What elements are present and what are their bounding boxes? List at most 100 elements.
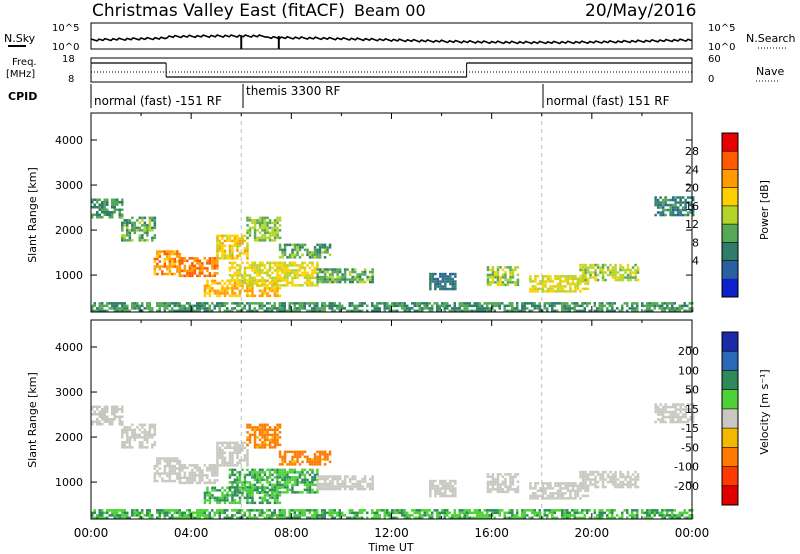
data-cell: [491, 480, 495, 484]
data-cell: [121, 236, 124, 240]
data-cell: [248, 294, 252, 298]
data-cell: [246, 456, 249, 460]
data-cell: [689, 403, 692, 406]
colorbar-swatch: [722, 447, 738, 468]
data-cell: [303, 281, 307, 285]
data-cell: [541, 287, 545, 291]
data-cell: [511, 302, 514, 305]
data-cell: [298, 514, 301, 517]
data-cell: [151, 443, 154, 447]
data-cell: [338, 516, 341, 520]
data-cell: [173, 302, 176, 305]
data-cell: [371, 511, 374, 515]
data-cell: [348, 278, 352, 281]
data-cell: [233, 491, 237, 495]
data-cell: [96, 211, 99, 214]
data-cell: [156, 469, 159, 473]
data-cell: [476, 509, 479, 512]
data-cell: [273, 443, 277, 447]
data-cell: [601, 485, 605, 489]
data-cell: [293, 302, 296, 305]
data-cell: [253, 281, 257, 285]
data-cell: [656, 509, 659, 512]
data-cell: [271, 221, 274, 225]
data-cell: [226, 237, 229, 240]
data-cell: [163, 262, 167, 266]
data-cell: [111, 216, 114, 219]
data-cell: [311, 271, 314, 275]
data-cell: [123, 239, 126, 242]
data-cell: [308, 460, 312, 464]
data-cell: [691, 213, 695, 217]
data-cell: [268, 307, 271, 310]
data-cell: [451, 479, 455, 483]
data-cell: [118, 208, 121, 211]
data-cell: [288, 514, 291, 517]
data-cell: [288, 274, 292, 277]
data-cell: [426, 509, 429, 512]
data-cell: [569, 484, 572, 488]
data-cell: [193, 471, 197, 475]
data-cell: [268, 516, 271, 520]
data-cell: [111, 423, 114, 426]
data-cell: [328, 302, 331, 305]
data-cell: [163, 309, 166, 313]
data-cell: [403, 511, 406, 515]
data-cell: [326, 270, 329, 274]
data-cell: [283, 261, 287, 265]
data-cell: [674, 201, 677, 204]
data-cell: [429, 489, 432, 493]
data-cell: [156, 459, 159, 463]
colorbar-tick-label: 4: [692, 255, 699, 268]
data-cell: [183, 471, 187, 475]
data-cell: [213, 486, 217, 490]
data-cell: [398, 304, 401, 308]
data-cell: [101, 211, 104, 214]
data-cell: [148, 514, 151, 517]
data-cell: [221, 444, 224, 447]
data-cell: [246, 274, 249, 277]
data-cell: [551, 509, 554, 512]
data-cell: [378, 307, 381, 310]
data-cell: [206, 282, 209, 285]
data-cell: [201, 476, 204, 480]
data-cell: [581, 273, 585, 277]
data-cell: [168, 509, 171, 512]
data-cell: [529, 487, 532, 490]
data-cell: [238, 271, 242, 275]
data-cell: [506, 309, 509, 313]
data-cell: [336, 514, 339, 517]
data-cell: [293, 460, 297, 464]
data-cell: [556, 302, 559, 305]
data-cell: [353, 278, 357, 281]
data-cell: [251, 483, 254, 487]
data-cell: [486, 278, 490, 282]
data-cell: [454, 287, 457, 291]
data-cell: [156, 479, 159, 483]
data-cell: [231, 276, 234, 280]
data-cell: [431, 280, 435, 283]
data-cell: [201, 304, 204, 308]
data-cell: [431, 309, 434, 313]
data-cell: [544, 489, 547, 493]
data-cell: [223, 244, 227, 248]
data-cell: [504, 480, 507, 484]
data-cell: [488, 516, 491, 520]
data-cell: [511, 516, 514, 520]
data-cell: [668, 302, 671, 305]
data-cell: [318, 280, 322, 284]
data-cell: [486, 488, 490, 491]
data-cell: [619, 483, 622, 486]
data-cell: [151, 309, 154, 313]
data-cell: [216, 501, 219, 505]
data-cell: [111, 206, 114, 209]
data-cell: [566, 484, 570, 488]
data-cell: [594, 483, 597, 486]
data-cell: [318, 248, 322, 252]
data-cell: [578, 304, 581, 308]
data-cell: [221, 242, 224, 245]
data-cell: [574, 492, 577, 495]
data-cell: [444, 272, 447, 276]
data-cell: [689, 208, 692, 212]
data-cell: [278, 224, 282, 227]
